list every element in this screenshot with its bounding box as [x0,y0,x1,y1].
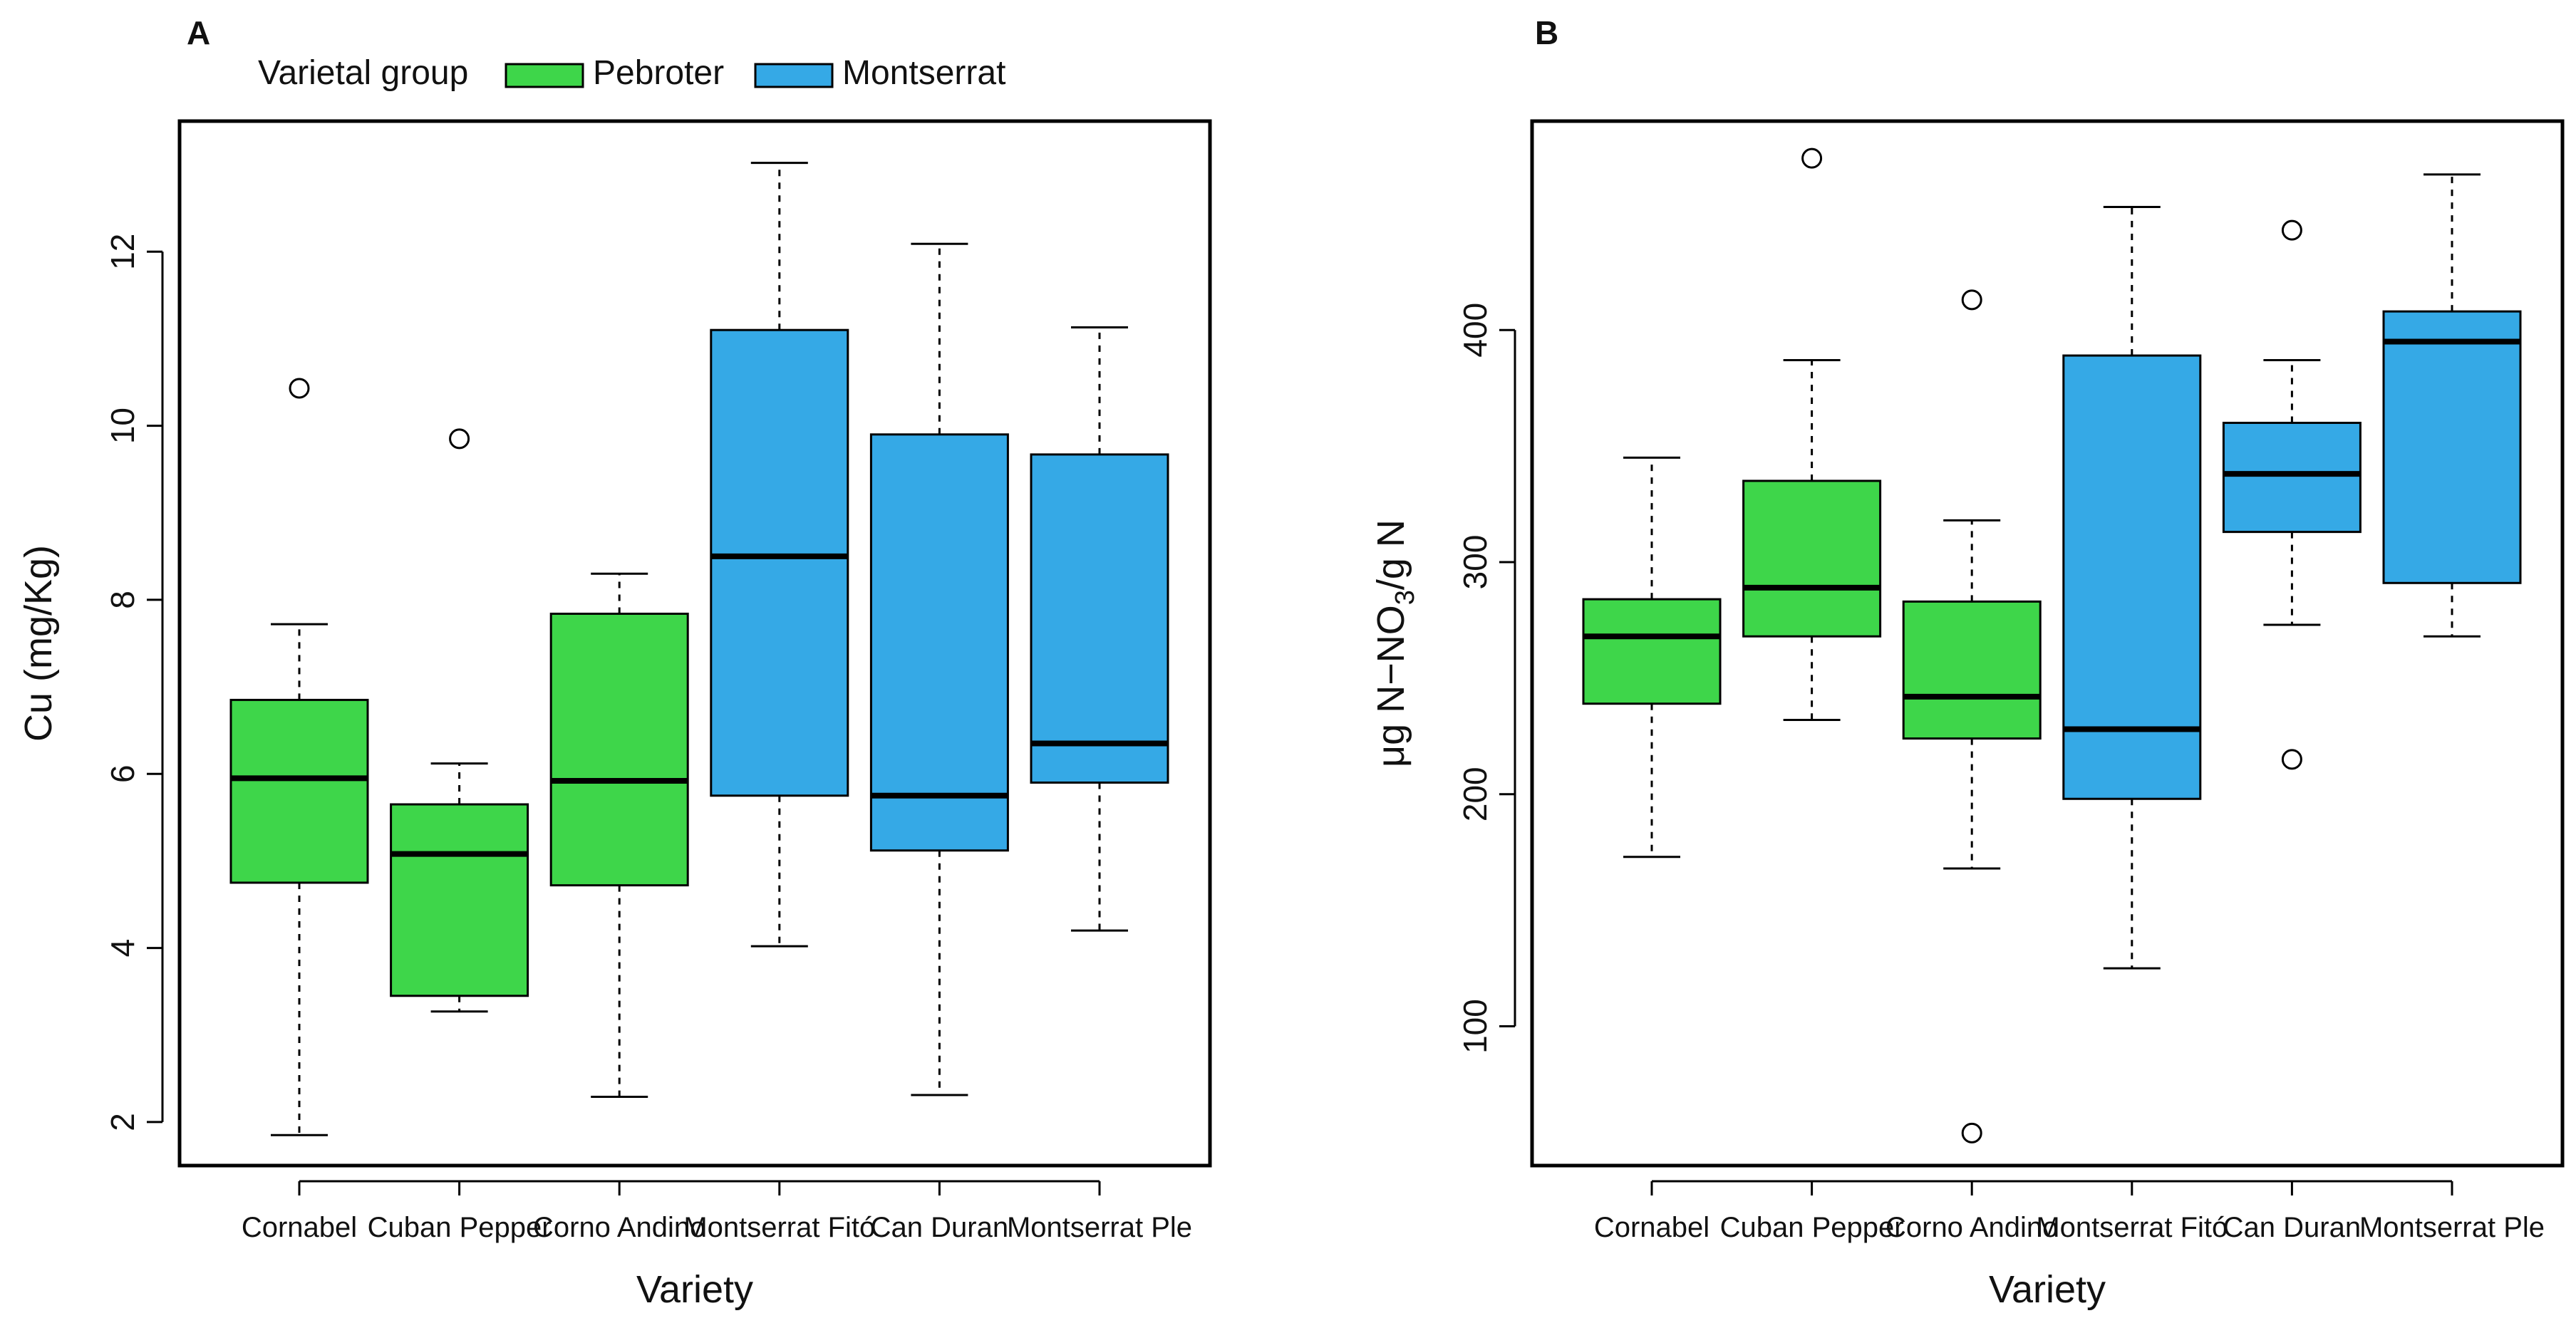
box-can-duran [2222,219,2362,770]
outlier-can-duran-0 [2281,219,2302,241]
box-cornabel [229,378,369,1136]
x-tick-label-cornabel: Cornabel [1594,1212,1709,1243]
legend-title: Varietal group [258,54,468,92]
y-axis-title-b-tail: /g N [1370,519,1412,590]
x-tick-label-corno-andino: Corno Andino [533,1212,705,1243]
y-tick-label-6: 6 [104,764,141,783]
legend-swatch-montserrat [754,63,834,88]
iqr-box-corno-andino [1902,600,2042,740]
legend-swatch-pebroter [505,63,584,88]
iqr-box-montserrat-fit [2062,354,2202,800]
panel-b: B 100 200 300 400 Cornabel Cuban PepperCorno… [1370,14,2565,1311]
x-axis-title-b: Variety [1989,1268,2106,1311]
y-axis-title-b: μg N−NO3/g N [1370,519,1420,767]
box-corno-andino [1902,289,2042,1143]
box-cuban-pepper [1742,147,1882,722]
y-axis-b: 100 200 300 400 [1457,303,1516,1054]
box-montserrat-ple [1030,326,1169,932]
iqr-box-cornabel [229,698,369,884]
legend-label-pebroter: Pebroter [593,54,724,92]
panel-a: A Varietal group Pebroter Montserrat 2 4 6… [17,14,1212,1311]
iqr-box-montserrat-fit [710,328,849,797]
box-montserrat-fit [710,162,849,948]
iqr-box-cuban-pepper [1742,479,1882,638]
panel-b-letter: B [1535,14,1558,51]
y-tick-label-200: 200 [1457,767,1494,821]
x-tick-label-montserrat-ple: Montserrat Ple [1007,1212,1192,1243]
x-tick-label-montserrat-fit: Montserrat Fitó [2036,1212,2228,1243]
y-axis-title-a: Cu (mg/Kg) [17,545,60,742]
y-tick-label-10: 10 [104,408,141,444]
outlier-can-duran-1 [2281,749,2302,770]
y-tick-label-12: 12 [104,234,141,270]
iqr-box-montserrat-ple [2382,310,2522,584]
plot-frame-a [177,119,1212,1168]
x-tick-label-montserrat-ple: Montserrat Ple [2359,1212,2545,1243]
outlier-cuban-pepper-0 [449,428,470,450]
panel-a-letter: A [187,14,210,51]
x-tick-label-can-duran: Can Duran [871,1212,1008,1243]
y-axis-title-b-sub: 3 [1390,590,1420,605]
y-tick-label-400: 400 [1457,303,1494,358]
y-tick-label-8: 8 [104,591,141,609]
x-axis-title-a: Variety [636,1268,753,1311]
box-corno-andino [549,572,689,1098]
outlier-cuban-pepper-0 [1801,147,1823,169]
x-tick-label-cuban-pepper: Cuban Pepper [1720,1212,1904,1243]
iqr-box-cornabel [1582,598,1722,705]
outlier-corno-andino-0 [1961,289,1982,311]
y-tick-label-2: 2 [104,1113,141,1131]
box-cornabel [1582,456,1722,858]
boxes-b [1582,147,2522,1143]
x-tick-label-corno-andino: Corno Andino [1886,1212,2058,1243]
x-tick-label-can-duran: Can Duran [2223,1212,2361,1243]
iqr-box-corno-andino [549,612,689,887]
y-axis-title-b-main: μg N−NO [1370,605,1412,767]
x-tick-label-cuban-pepper: Cuban Pepper [368,1212,552,1243]
plot-frame-b [1530,119,2565,1168]
y-axis-a: 2 4 6 8 10 12 [104,234,164,1131]
outlier-corno-andino-1 [1961,1122,1982,1143]
x-tick-label-cornabel: Cornabel [242,1212,357,1243]
boxes-a [229,162,1169,1136]
legend-label-montserrat: Montserrat [842,54,1005,92]
y-tick-label-100: 100 [1457,999,1494,1054]
outlier-cornabel-0 [289,378,310,399]
box-montserrat-fit [2062,206,2202,970]
y-tick-label-4: 4 [104,939,141,958]
box-montserrat-ple [2382,173,2522,638]
box-cuban-pepper [390,428,529,1013]
iqr-box-montserrat-ple [1030,453,1169,784]
box-can-duran [869,242,1009,1096]
iqr-box-can-duran [2222,422,2362,534]
iqr-box-can-duran [869,433,1009,852]
y-tick-label-300: 300 [1457,535,1494,590]
x-tick-label-montserrat-fit: Montserrat Fitó [683,1212,875,1243]
iqr-box-cuban-pepper [390,803,529,997]
legend: Varietal group Pebroter Montserrat [258,54,1005,92]
